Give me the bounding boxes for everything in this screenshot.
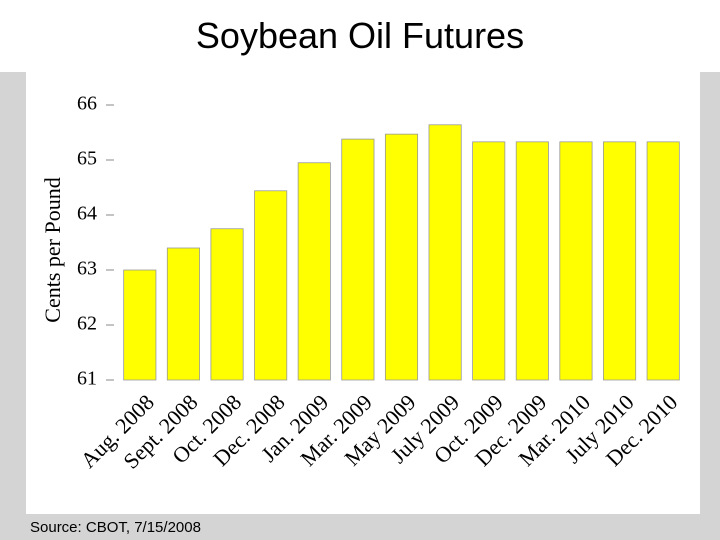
bar — [166, 247, 200, 381]
bar — [123, 269, 157, 381]
bar — [472, 141, 506, 381]
y-tick-label: 64 — [77, 203, 97, 225]
chart-title: Soybean Oil Futures — [196, 15, 524, 56]
bar — [603, 141, 637, 381]
y-tick-label: 62 — [77, 313, 97, 335]
bar — [428, 124, 462, 381]
y-tick-label: 61 — [77, 368, 97, 390]
bar — [297, 162, 331, 381]
bar — [515, 141, 549, 381]
title-band — [0, 0, 720, 72]
bar — [646, 141, 680, 381]
y-axis-label: Cents per Pound — [40, 177, 65, 322]
y-tick-label: 65 — [77, 148, 97, 170]
bar — [210, 228, 244, 381]
y-tick-label: 63 — [77, 258, 97, 280]
y-tick-label: 66 — [77, 93, 97, 115]
bar — [341, 138, 375, 381]
bar — [384, 133, 419, 381]
bar — [254, 190, 288, 381]
source-note: Source: CBOT, 7/15/2008 — [30, 519, 201, 536]
bar — [559, 141, 593, 381]
